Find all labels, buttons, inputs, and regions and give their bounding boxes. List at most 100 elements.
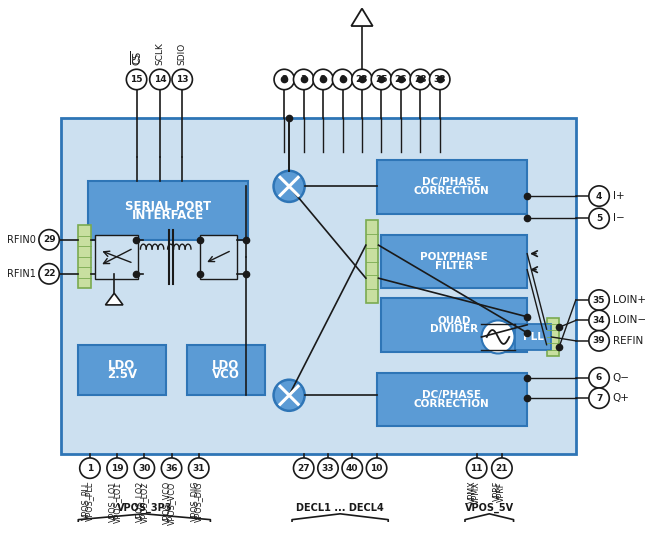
- Text: 34: 34: [593, 316, 605, 325]
- Text: 39: 39: [593, 337, 605, 346]
- Circle shape: [589, 186, 609, 207]
- Text: 7: 7: [596, 394, 603, 403]
- Circle shape: [410, 69, 430, 90]
- Circle shape: [318, 458, 338, 478]
- Bar: [376, 373, 527, 426]
- Circle shape: [134, 458, 155, 478]
- Text: VPOS_DIG: VPOS_DIG: [194, 482, 203, 522]
- Circle shape: [491, 458, 512, 478]
- Bar: [382, 235, 527, 288]
- Text: FILTER: FILTER: [435, 261, 473, 271]
- Text: 2: 2: [281, 75, 287, 84]
- Text: QUAD: QUAD: [437, 315, 471, 325]
- Text: SERIAL PORT: SERIAL PORT: [125, 200, 211, 212]
- Text: LDO: LDO: [109, 359, 136, 372]
- Text: VPOS_VCO: VPOS_VCO: [162, 481, 172, 524]
- Bar: [60, 118, 576, 454]
- Text: RFIN0: RFIN0: [6, 235, 36, 245]
- Bar: [547, 318, 559, 356]
- Circle shape: [589, 208, 609, 228]
- Text: POLYPHASE: POLYPHASE: [421, 252, 488, 262]
- Circle shape: [126, 69, 147, 90]
- Circle shape: [332, 69, 353, 90]
- Circle shape: [39, 264, 59, 284]
- Circle shape: [161, 458, 182, 478]
- Circle shape: [150, 69, 170, 90]
- Circle shape: [80, 458, 100, 478]
- Text: VPOS_5V: VPOS_5V: [465, 502, 514, 513]
- Circle shape: [39, 230, 59, 250]
- Text: VPRF: VPRF: [493, 481, 502, 501]
- Bar: [200, 235, 237, 279]
- Polygon shape: [105, 293, 123, 305]
- Bar: [382, 298, 527, 351]
- Text: LOIN−: LOIN−: [613, 316, 646, 325]
- Circle shape: [313, 69, 333, 90]
- Text: 4: 4: [596, 192, 603, 201]
- Circle shape: [352, 69, 372, 90]
- Circle shape: [589, 290, 609, 310]
- Text: INTERFACE: INTERFACE: [132, 209, 204, 222]
- Text: Q−: Q−: [613, 373, 630, 383]
- Text: VCO: VCO: [212, 368, 240, 381]
- Bar: [366, 220, 378, 303]
- Text: VPOS_PLL: VPOS_PLL: [81, 481, 90, 520]
- Text: 10: 10: [370, 464, 383, 472]
- Text: VPOS_LO1: VPOS_LO1: [108, 481, 117, 522]
- Text: SCLK: SCLK: [155, 42, 164, 65]
- Text: 8: 8: [320, 75, 326, 84]
- Text: VPOS_LO2: VPOS_LO2: [135, 481, 144, 522]
- Text: VPOS_DIG: VPOS_DIG: [190, 481, 199, 521]
- Bar: [78, 345, 166, 395]
- Circle shape: [589, 331, 609, 351]
- Circle shape: [274, 380, 305, 411]
- Text: Q+: Q+: [613, 393, 630, 403]
- Text: 2.5V: 2.5V: [107, 368, 137, 381]
- Circle shape: [188, 458, 209, 478]
- Circle shape: [294, 69, 314, 90]
- Text: 36: 36: [165, 464, 178, 472]
- Text: 33: 33: [322, 464, 334, 472]
- Text: SDIO: SDIO: [177, 43, 187, 65]
- Text: $\overline{\rm CS}$: $\overline{\rm CS}$: [129, 50, 144, 65]
- Circle shape: [342, 458, 363, 478]
- Text: 9: 9: [339, 75, 346, 84]
- Text: 14: 14: [153, 75, 166, 84]
- Text: 29: 29: [43, 235, 55, 244]
- Circle shape: [589, 310, 609, 331]
- Circle shape: [589, 368, 609, 388]
- Text: LOIN+: LOIN+: [613, 295, 645, 305]
- Text: 3: 3: [300, 75, 307, 84]
- Circle shape: [367, 458, 387, 478]
- Text: 26: 26: [395, 75, 407, 84]
- Text: 25: 25: [375, 75, 387, 84]
- Text: I+: I+: [613, 191, 624, 201]
- Text: DC/PHASE: DC/PHASE: [422, 177, 482, 187]
- Text: CORRECTION: CORRECTION: [414, 399, 489, 409]
- Circle shape: [391, 69, 411, 90]
- Text: 21: 21: [496, 464, 508, 472]
- Text: DECL1 ... DECL4: DECL1 ... DECL4: [296, 503, 384, 513]
- Bar: [88, 181, 248, 240]
- Text: 11: 11: [471, 464, 483, 472]
- Text: VPOS_PLL: VPOS_PLL: [85, 482, 94, 521]
- Circle shape: [430, 69, 450, 90]
- Text: VPOS_VCO: VPOS_VCO: [167, 482, 176, 525]
- Text: DIVIDER: DIVIDER: [430, 324, 478, 334]
- Text: PLL: PLL: [523, 332, 543, 342]
- Text: 38: 38: [434, 75, 446, 84]
- Text: VPMX: VPMX: [467, 481, 476, 503]
- Text: VPMX: VPMX: [472, 482, 481, 505]
- Bar: [376, 160, 527, 213]
- Text: VPOS_3P3: VPOS_3P3: [116, 502, 172, 513]
- Text: RFIN1: RFIN1: [6, 269, 36, 279]
- Text: REFIN: REFIN: [613, 336, 643, 346]
- Bar: [78, 225, 91, 288]
- Text: LDO: LDO: [213, 359, 240, 372]
- Bar: [515, 324, 551, 349]
- Text: 22: 22: [43, 269, 55, 278]
- Text: I−: I−: [613, 213, 625, 224]
- Text: 31: 31: [192, 464, 205, 472]
- Bar: [187, 345, 265, 395]
- Circle shape: [274, 171, 305, 202]
